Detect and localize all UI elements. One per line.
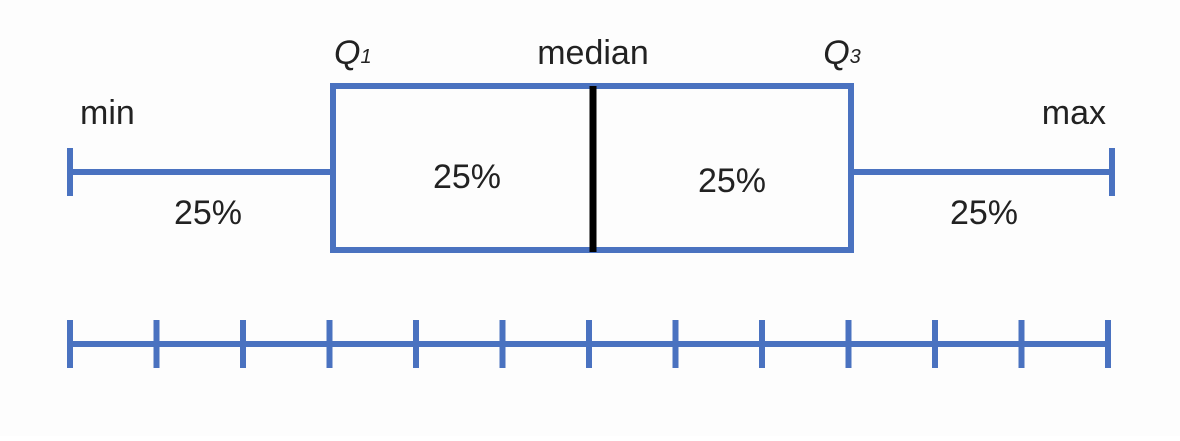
- q1-label: Q1: [334, 34, 372, 72]
- min-label: min: [80, 94, 135, 132]
- scale-ticks: [67, 320, 1111, 368]
- max-label: max: [1042, 94, 1106, 132]
- q3-label: Q3: [823, 34, 861, 72]
- q1-letter: Q: [334, 34, 360, 72]
- q1-subscript: 1: [360, 46, 371, 68]
- q3-letter: Q: [823, 34, 849, 72]
- lower-box-percent: 25%: [433, 158, 501, 196]
- median-label: median: [537, 34, 649, 72]
- right-whisker-percent: 25%: [950, 194, 1018, 232]
- upper-box-percent: 25%: [698, 162, 766, 200]
- q3-subscript: 3: [850, 46, 861, 68]
- left-whisker-percent: 25%: [174, 194, 242, 232]
